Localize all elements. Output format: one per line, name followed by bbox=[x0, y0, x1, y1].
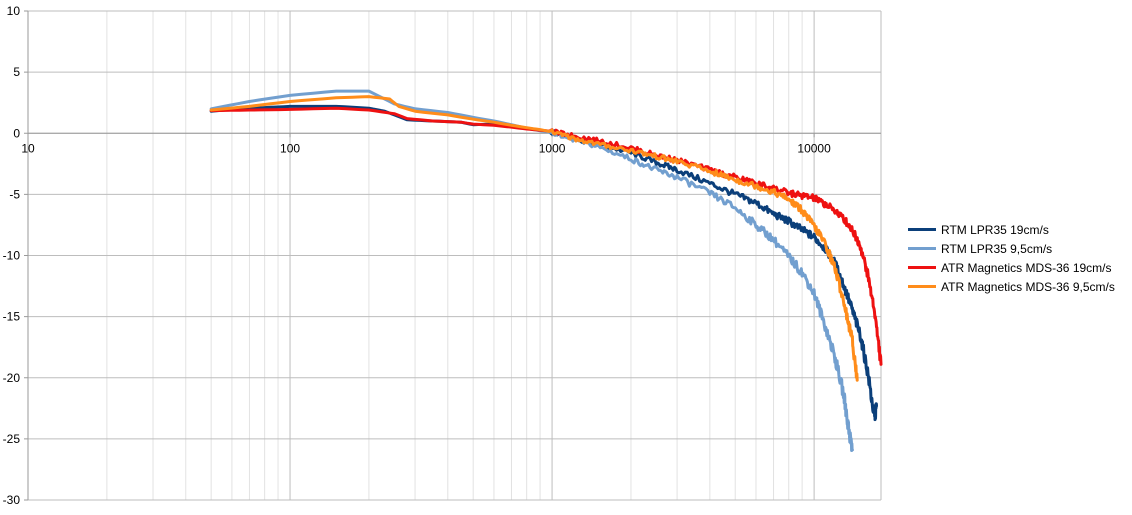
series-lines bbox=[209, 89, 883, 452]
y-tick-label: 0 bbox=[13, 126, 20, 140]
y-tick-label: -5 bbox=[9, 187, 20, 201]
y-tick-label: -20 bbox=[3, 371, 21, 385]
axes bbox=[24, 10, 881, 501]
series-line-4 bbox=[209, 95, 859, 382]
legend-item: ATR Magnetics MDS-36 9,5cm/s bbox=[908, 277, 1115, 296]
y-tick-label: 10 bbox=[7, 4, 21, 18]
legend-swatch bbox=[908, 266, 936, 269]
y-tick-label: -25 bbox=[3, 432, 21, 446]
x-tick-label: 10 bbox=[21, 141, 35, 155]
x-tick-label: 1000 bbox=[539, 141, 566, 155]
y-tick-label: 5 bbox=[13, 65, 20, 79]
y-tick-label: -15 bbox=[3, 310, 21, 324]
legend-item: RTM LPR35 19cm/s bbox=[908, 220, 1115, 239]
x-tick-label: 100 bbox=[280, 141, 300, 155]
legend-item: ATR Magnetics MDS-36 19cm/s bbox=[908, 258, 1115, 277]
legend-label: RTM LPR35 19cm/s bbox=[941, 222, 1049, 237]
legend-label: ATR Magnetics MDS-36 19cm/s bbox=[941, 260, 1112, 275]
legend-swatch bbox=[908, 285, 936, 288]
legend-item: RTM LPR35 9,5cm/s bbox=[908, 239, 1115, 258]
x-tick-label: 10000 bbox=[797, 141, 831, 155]
legend-swatch bbox=[908, 228, 936, 231]
legend: RTM LPR35 19cm/s RTM LPR35 9,5cm/s ATR Mag… bbox=[908, 220, 1115, 296]
y-tick-label: -10 bbox=[3, 249, 21, 263]
legend-label: ATR Magnetics MDS-36 9,5cm/s bbox=[941, 279, 1115, 294]
y-tick-label: -30 bbox=[3, 493, 21, 507]
tick-labels: 10 5 0 -5 -10 -15 -20 -25 -30 10 100 1000 10000 bbox=[3, 4, 831, 507]
legend-label: RTM LPR35 9,5cm/s bbox=[941, 241, 1053, 256]
major-gridlines bbox=[27, 10, 882, 501]
legend-swatch bbox=[908, 247, 936, 250]
